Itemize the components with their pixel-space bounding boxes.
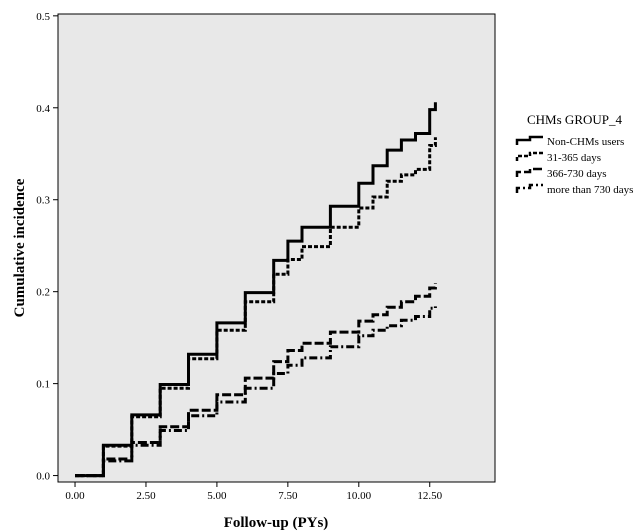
legend-swatch <box>515 151 543 161</box>
y-tick-label: 0.5 <box>36 11 50 23</box>
legend-swatch <box>515 183 543 193</box>
y-tick-label: 0.3 <box>36 195 50 207</box>
legend: CHMs GROUP_4 Non-CHMs users 31-365 days 36… <box>515 112 633 196</box>
x-axis-title: Follow-up (PYs) <box>224 515 329 531</box>
legend-label: Non-CHMs users <box>547 136 624 148</box>
y-tick-label: 0.2 <box>36 287 50 299</box>
x-tick-label: 12.50 <box>417 490 442 502</box>
y-axis-title: Cumulative incidence <box>12 178 28 317</box>
x-tick-label: 2.50 <box>136 490 156 502</box>
series-line-1 <box>75 102 437 478</box>
x-tick-label: 7.50 <box>278 490 298 502</box>
legend-item: 31-365 days <box>515 151 601 164</box>
series-line-4 <box>75 306 437 478</box>
series-line-2 <box>75 137 437 478</box>
y-tick-label: 0.0 <box>36 471 50 483</box>
legend-label: 31-365 days <box>547 152 601 164</box>
legend-label: more than 730 days <box>547 184 633 196</box>
series-layer <box>75 102 437 478</box>
legend-label: 366-730 days <box>547 168 607 180</box>
legend-item: 366-730 days <box>515 167 607 180</box>
plot-area <box>57 13 496 483</box>
y-tick-label: 0.4 <box>36 103 50 115</box>
legend-item: Non-CHMs users <box>515 135 624 148</box>
y-axis: 0.0 0.1 0.2 0.3 0.4 0.5 <box>36 11 58 483</box>
y-tick-label: 0.1 <box>36 379 50 391</box>
x-tick-label: 10.00 <box>346 490 371 502</box>
x-axis: 0.00 2.50 5.00 7.50 10.00 12.50 <box>65 482 443 502</box>
x-tick-label: 5.00 <box>207 490 227 502</box>
legend-item: more than 730 days <box>515 183 633 196</box>
x-tick-label: 0.00 <box>65 490 85 502</box>
legend-swatch <box>515 167 543 177</box>
legend-swatch <box>515 135 543 145</box>
legend-title: CHMs GROUP_4 <box>527 112 622 127</box>
